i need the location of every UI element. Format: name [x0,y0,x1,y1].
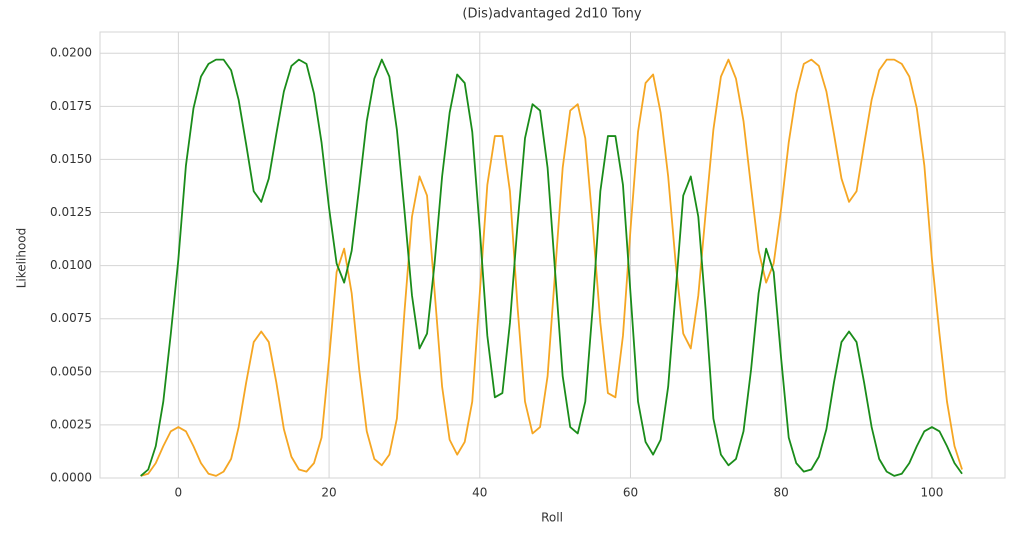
plot-frame [99,31,1006,479]
x-tick-label: 0 [175,486,183,500]
y-axis-label: Likelihood [15,228,29,289]
x-axis-label: Roll [541,511,563,525]
series-line [140,58,963,477]
y-tick-label: 0.0025 [50,417,92,431]
y-tick-label: 0.0175 [50,99,92,113]
x-tick-label: 80 [774,486,789,500]
chart-title: (Dis)advantaged 2d10 Tony [462,7,641,22]
x-tick-label: 20 [321,486,336,500]
series-line [140,58,963,477]
x-tick-label: 60 [623,486,638,500]
y-tick-label: 0.0050 [50,364,92,378]
y-tick-label: 0.0100 [50,258,92,272]
y-tick-label: 0.0075 [50,311,92,325]
y-tick-label: 0.0000 [50,471,92,485]
y-tick-label: 0.0150 [50,152,92,166]
y-tick-label: 0.0125 [50,205,92,219]
x-tick-label: 40 [472,486,487,500]
x-tick-label: 100 [920,486,943,500]
y-tick-label: 0.0200 [50,46,92,60]
